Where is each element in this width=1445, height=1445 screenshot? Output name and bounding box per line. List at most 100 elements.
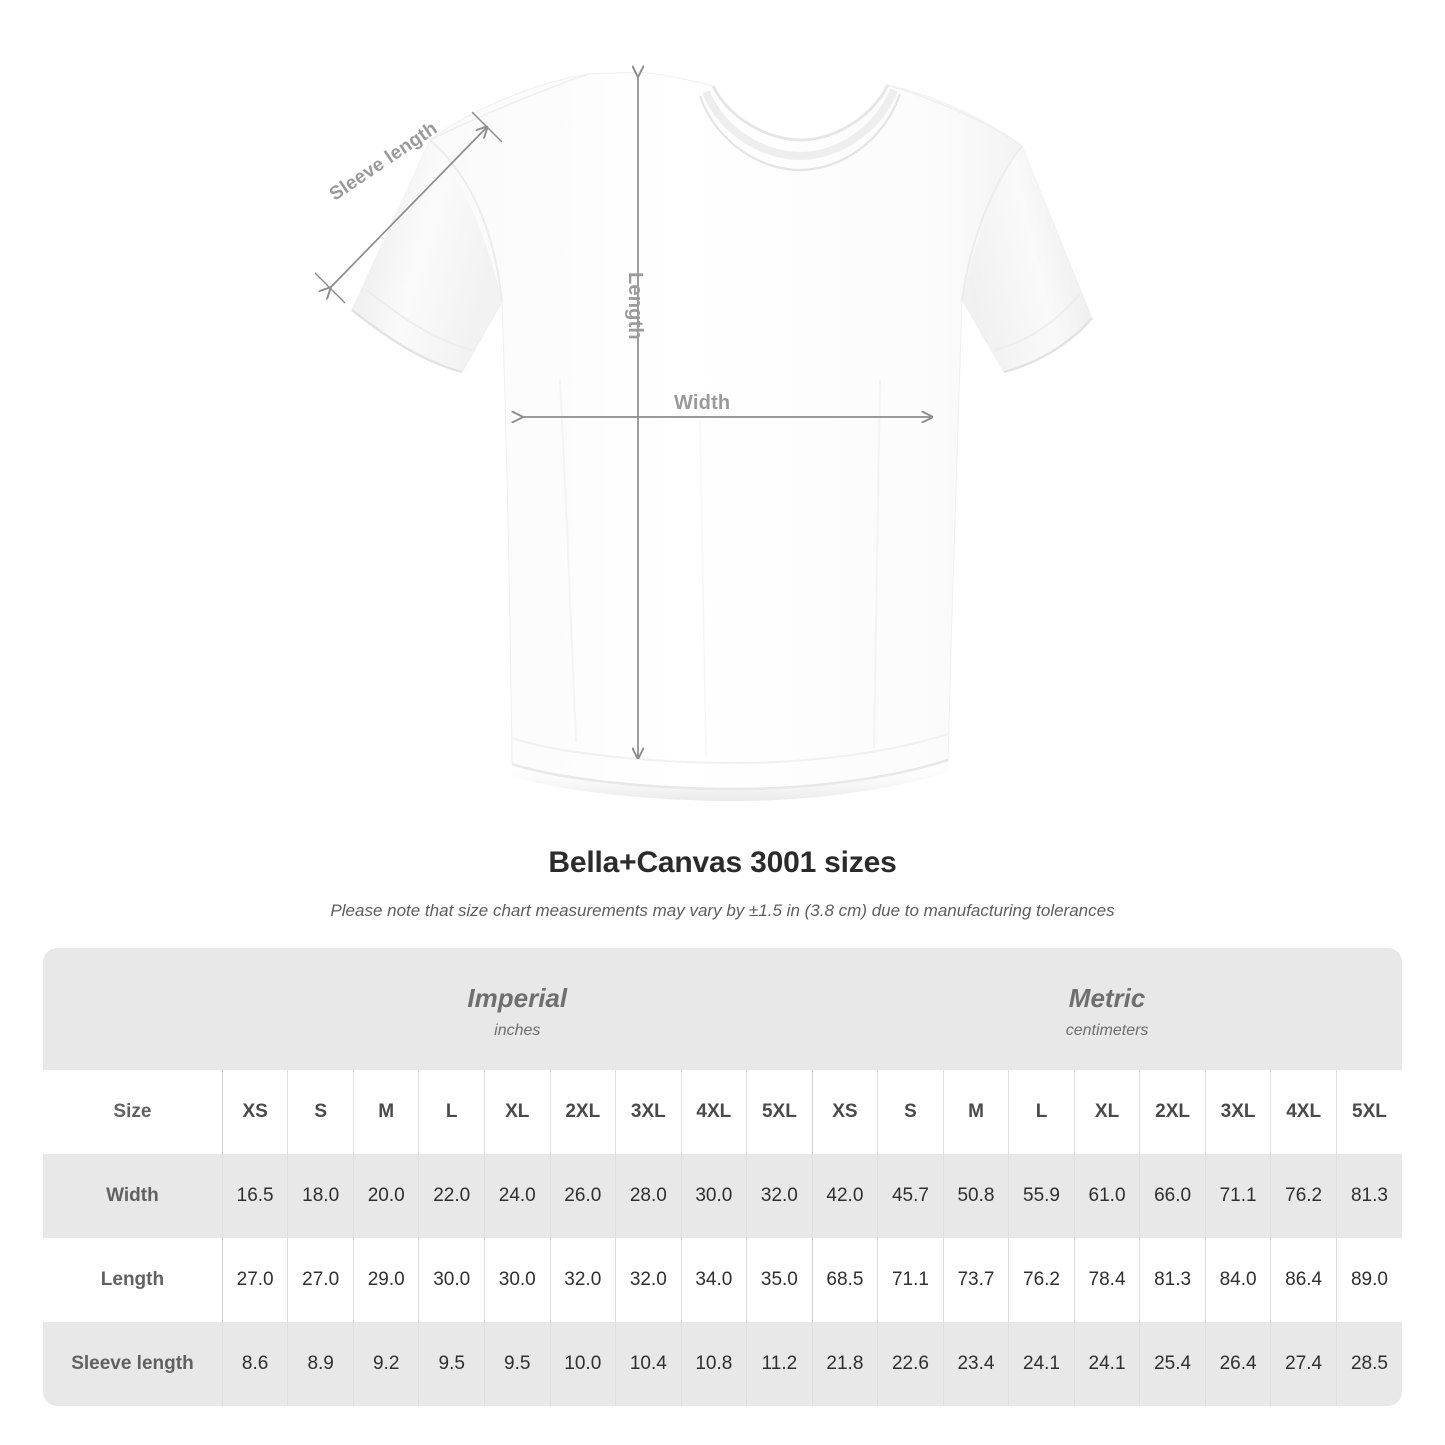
cell-metric: 23.4 xyxy=(942,1322,1009,1406)
cell-imperial: 10.8 xyxy=(680,1322,747,1406)
size-header-label: Size xyxy=(43,1070,223,1154)
cell-metric: 25.4 xyxy=(1139,1322,1206,1406)
cell-metric: 89.0 xyxy=(1335,1238,1402,1322)
table-row: Length 27.0 27.0 29.0 30.0 30.0 32.0 32.0 34.0 35… xyxy=(43,1238,1402,1322)
size-header-imperial-m: M xyxy=(352,1070,419,1154)
cell-imperial: 11.2 xyxy=(746,1322,813,1406)
tshirt-illustration xyxy=(314,0,1093,802)
size-chart-table: Imperial inches Metric centimeters Size X… xyxy=(43,948,1402,1406)
row-label: Sleeve length xyxy=(43,1322,223,1406)
table-row: Width 16.5 18.0 20.0 22.0 24.0 26.0 28.0 30.0 32.… xyxy=(43,1154,1402,1238)
cell-metric: 84.0 xyxy=(1204,1238,1271,1322)
metric-banner: Metric centimeters xyxy=(812,948,1402,1070)
size-header-metric-xs: XS xyxy=(811,1070,878,1154)
cell-imperial: 20.0 xyxy=(352,1154,419,1238)
cell-metric: 24.1 xyxy=(1008,1322,1075,1406)
cell-metric: 81.3 xyxy=(1335,1154,1402,1238)
cell-metric: 24.1 xyxy=(1073,1322,1140,1406)
imperial-banner: Imperial inches xyxy=(222,948,813,1070)
unit-header-row: Imperial inches Metric centimeters xyxy=(43,948,1402,1070)
size-header-metric-xl: XL xyxy=(1073,1070,1140,1154)
cell-imperial: 9.5 xyxy=(484,1322,551,1406)
size-header-imperial-l: L xyxy=(418,1070,485,1154)
title-block: Bella+Canvas 3001 sizes Please note that… xyxy=(0,846,1445,921)
cell-metric: 86.4 xyxy=(1270,1238,1337,1322)
cell-metric: 42.0 xyxy=(811,1154,878,1238)
size-header-metric-m: M xyxy=(942,1070,1009,1154)
cell-imperial: 30.0 xyxy=(484,1238,551,1322)
size-header-metric-3xl: 3XL xyxy=(1204,1070,1271,1154)
cell-metric: 50.8 xyxy=(942,1154,1009,1238)
row-label: Length xyxy=(43,1238,223,1322)
cell-imperial: 32.0 xyxy=(615,1238,682,1322)
cell-metric: 81.3 xyxy=(1139,1238,1206,1322)
cell-imperial: 29.0 xyxy=(352,1238,419,1322)
size-header-imperial-xs: XS xyxy=(221,1070,288,1154)
metric-sub: centimeters xyxy=(1065,1021,1149,1039)
cell-metric: 66.0 xyxy=(1139,1154,1206,1238)
cell-imperial: 10.4 xyxy=(615,1322,682,1406)
cell-imperial: 24.0 xyxy=(484,1154,551,1238)
sleeve-tick-bottom xyxy=(314,272,346,304)
sleeve-arrow xyxy=(330,127,487,288)
cell-imperial: 8.9 xyxy=(287,1322,354,1406)
cell-metric: 78.4 xyxy=(1073,1238,1140,1322)
shirt-shape xyxy=(351,71,1093,802)
page-title: Bella+Canvas 3001 sizes xyxy=(548,846,897,879)
cell-imperial: 28.0 xyxy=(615,1154,682,1238)
cell-imperial: 32.0 xyxy=(746,1154,813,1238)
size-header-metric-2xl: 2XL xyxy=(1139,1070,1206,1154)
cell-metric: 71.1 xyxy=(877,1238,944,1322)
size-header-imperial-2xl: 2XL xyxy=(549,1070,616,1154)
sleeve-tick-top xyxy=(471,111,503,143)
size-header-metric-4xl: 4XL xyxy=(1270,1070,1337,1154)
tolerance-note: Please note that size chart measurements… xyxy=(330,901,1115,920)
size-header-metric-5xl: 5XL xyxy=(1335,1070,1402,1154)
cell-metric: 76.2 xyxy=(1270,1154,1337,1238)
size-header-row: Size XS S M L XL 2XL 3XL 4XL 5XL XS S M L XL 2XL 3XL 4XL 5… xyxy=(43,1070,1402,1154)
unit-spacer-cell xyxy=(43,948,223,1070)
cell-imperial: 30.0 xyxy=(418,1238,485,1322)
cell-metric: 55.9 xyxy=(1008,1154,1075,1238)
cell-metric: 73.7 xyxy=(942,1238,1009,1322)
cell-imperial: 34.0 xyxy=(680,1238,747,1322)
length-label: Length xyxy=(624,272,646,340)
cell-metric: 27.4 xyxy=(1270,1322,1337,1406)
size-header-imperial-3xl: 3XL xyxy=(615,1070,682,1154)
tshirt-diagram: Sleeve length Length Width xyxy=(314,0,1093,802)
cell-imperial: 9.5 xyxy=(418,1322,485,1406)
cell-metric: 71.1 xyxy=(1204,1154,1271,1238)
size-header-metric-l: L xyxy=(1008,1070,1075,1154)
cell-imperial: 22.0 xyxy=(418,1154,485,1238)
cell-imperial: 16.5 xyxy=(221,1154,288,1238)
size-header-imperial-5xl: 5XL xyxy=(746,1070,813,1154)
size-header-imperial-s: S xyxy=(287,1070,354,1154)
cell-imperial: 27.0 xyxy=(221,1238,288,1322)
size-header-imperial-xl: XL xyxy=(484,1070,551,1154)
size-header-metric-s: S xyxy=(877,1070,944,1154)
cell-metric: 22.6 xyxy=(877,1322,944,1406)
cell-imperial: 26.0 xyxy=(549,1154,616,1238)
cell-metric: 61.0 xyxy=(1073,1154,1140,1238)
cell-metric: 45.7 xyxy=(877,1154,944,1238)
imperial-name: Imperial xyxy=(467,983,568,1014)
cell-imperial: 18.0 xyxy=(287,1154,354,1238)
dimension-arrows xyxy=(314,76,932,758)
cell-metric: 26.4 xyxy=(1204,1322,1271,1406)
cell-metric: 76.2 xyxy=(1008,1238,1075,1322)
cell-metric: 28.5 xyxy=(1335,1322,1402,1406)
metric-name: Metric xyxy=(1068,983,1146,1014)
row-label: Width xyxy=(43,1154,223,1238)
size-header-imperial-4xl: 4XL xyxy=(680,1070,747,1154)
cell-imperial: 9.2 xyxy=(352,1322,419,1406)
cell-imperial: 32.0 xyxy=(549,1238,616,1322)
cell-imperial: 8.6 xyxy=(221,1322,288,1406)
cell-imperial: 35.0 xyxy=(746,1238,813,1322)
cell-metric: 21.8 xyxy=(811,1322,878,1406)
imperial-sub: inches xyxy=(494,1021,541,1039)
cell-imperial: 27.0 xyxy=(287,1238,354,1322)
cell-imperial: 10.0 xyxy=(549,1322,616,1406)
width-label: Width xyxy=(674,392,731,414)
cell-imperial: 30.0 xyxy=(680,1154,747,1238)
table-row: Sleeve length 8.6 8.9 9.2 9.5 9.5 10.0 10.4 10.8… xyxy=(43,1322,1402,1406)
